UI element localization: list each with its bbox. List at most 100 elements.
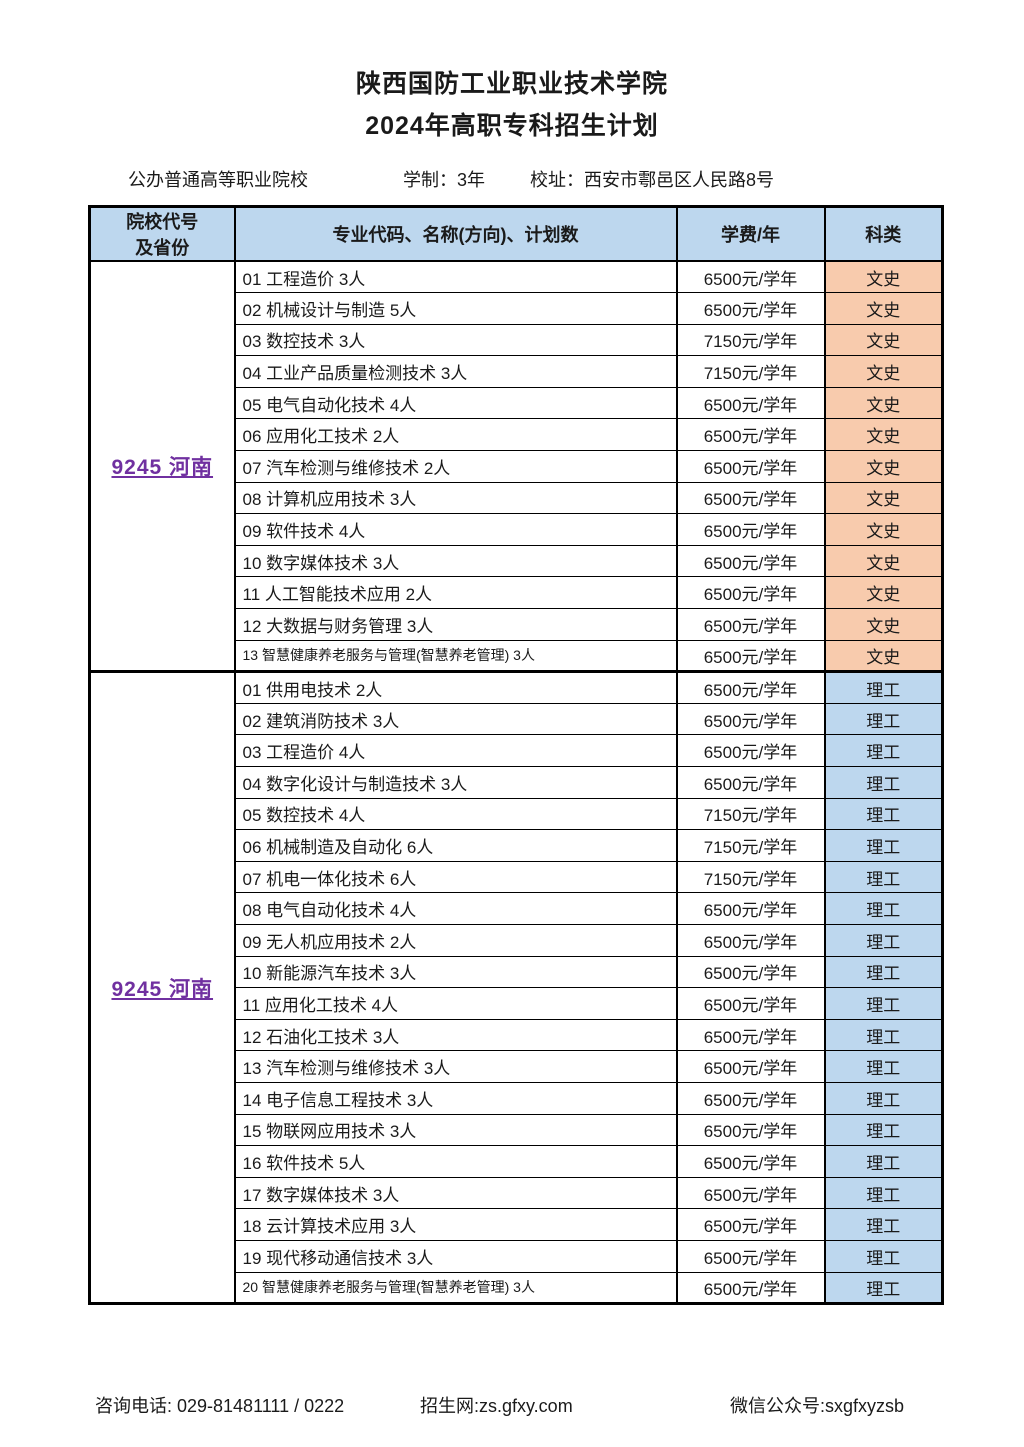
enrollment-plan-table: 院校代号 及省份 专业代码、名称(方向)、计划数 学费/年 科类 9245 河南…	[88, 205, 944, 1306]
table-row: 13 汽车检测与维修技术 3人 6500元/学年 理工	[90, 1050, 944, 1083]
category-cell: 文史	[823, 576, 944, 610]
table-row: 06 应用化工技术 2人 6500元/学年 文史	[90, 418, 944, 452]
tuition-cell: 7150元/学年	[675, 355, 826, 388]
major-cell: 18 云计算技术应用 3人	[233, 1208, 678, 1241]
table-row: 9245 河南 01 供用电技术 2人 6500元/学年 理工	[88, 670, 944, 1305]
header-category: 科类	[823, 206, 944, 262]
table-row: 17 数字媒体技术 3人 6500元/学年 理工	[90, 1176, 944, 1210]
category-cell: 理工	[823, 987, 944, 1020]
section-ligong: 9245 河南 01 供用电技术 2人 6500元/学年 理工 02 建筑消防技术 3人…	[88, 670, 944, 1305]
tuition-cell: 6500元/学年	[675, 386, 826, 420]
major-cell: 03 数控技术 3人	[233, 323, 678, 357]
major-cell: 01 工程造价 3人	[233, 260, 678, 294]
tuition-cell: 6500元/学年	[675, 1239, 826, 1273]
tuition-cell: 6500元/学年	[675, 1145, 826, 1178]
tuition-cell: 6500元/学年	[675, 734, 826, 767]
category-cell: 理工	[823, 1145, 944, 1178]
tuition-cell: 7150元/学年	[675, 323, 826, 357]
table-row: 16 软件技术 5人 6500元/学年 理工	[90, 1145, 944, 1178]
major-cell: 10 新能源汽车技术 3人	[233, 955, 678, 989]
major-cell: 05 电气自动化技术 4人	[233, 386, 678, 420]
tuition-cell: 6500元/学年	[675, 670, 826, 704]
tuition-cell: 6500元/学年	[675, 1081, 826, 1115]
tuition-cell: 7150元/学年	[675, 829, 826, 862]
category-cell: 理工	[823, 1208, 944, 1241]
category-cell: 文史	[823, 513, 944, 546]
college-code-label: 9245 河南	[111, 456, 214, 480]
category-cell: 文史	[823, 608, 944, 641]
tuition-cell: 6500元/学年	[675, 923, 826, 957]
category-cell: 理工	[823, 955, 944, 989]
table-row: 04 数字化设计与制造技术 3人 6500元/学年 理工	[90, 766, 944, 799]
table-row: 20 智慧健康养老服务与管理(智慧养老管理) 3人 6500元/学年 理工	[90, 1271, 944, 1305]
table-header-row: 院校代号 及省份 专业代码、名称(方向)、计划数 学费/年 科类	[88, 206, 944, 262]
major-cell: 13 汽车检测与维修技术 3人	[233, 1050, 678, 1083]
header-college-code-line2: 及省份	[135, 238, 190, 258]
footer: 咨询电话: 029-81481111 / 0222 招生网:zs.gfxy.co…	[0, 1392, 1024, 1420]
tuition-cell: 6500元/学年	[675, 1271, 826, 1305]
major-cell: 09 软件技术 4人	[233, 513, 678, 546]
category-cell: 文史	[823, 639, 944, 673]
tuition-cell: 6500元/学年	[675, 260, 826, 294]
admissions-website-label: 招生网:zs.gfxy.com	[420, 1396, 573, 1416]
tuition-cell: 6500元/学年	[675, 1018, 826, 1052]
major-cell: 02 建筑消防技术 3人	[233, 702, 678, 736]
table-row: 18 云计算技术应用 3人 6500元/学年 理工	[90, 1208, 944, 1241]
table-row: 9245 河南 01 工程造价 3人 6500元/学年 文史	[88, 260, 944, 673]
major-cell: 12 石油化工技术 3人	[233, 1018, 678, 1052]
category-cell: 理工	[823, 1239, 944, 1273]
major-cell: 14 电子信息工程技术 3人	[233, 1081, 678, 1115]
tuition-cell: 6500元/学年	[675, 608, 826, 641]
section-wenshi: 9245 河南 01 工程造价 3人 6500元/学年 文史 02 机械设计与制造 5人…	[88, 260, 944, 673]
table-row: 08 计算机应用技术 3人 6500元/学年 文史	[90, 481, 944, 515]
major-cell: 09 无人机应用技术 2人	[233, 923, 678, 957]
major-cell: 04 工业产品质量检测技术 3人	[233, 355, 678, 388]
category-cell: 文史	[823, 386, 944, 420]
major-cell: 07 机电一体化技术 6人	[233, 860, 678, 894]
header-college-code-line1: 院校代号	[126, 212, 199, 232]
category-cell: 理工	[823, 1081, 944, 1115]
table-row: 07 机电一体化技术 6人 7150元/学年 理工	[90, 860, 944, 894]
category-cell: 文史	[823, 450, 944, 483]
category-cell: 理工	[823, 797, 944, 831]
tuition-cell: 6500元/学年	[675, 955, 826, 989]
tuition-cell: 6500元/学年	[675, 576, 826, 610]
major-cell: 07 汽车检测与维修技术 2人	[233, 450, 678, 483]
category-cell: 理工	[823, 766, 944, 799]
table-row: 10 数字媒体技术 3人 6500元/学年 文史	[90, 544, 944, 578]
tuition-cell: 7150元/学年	[675, 860, 826, 894]
category-cell: 文史	[823, 418, 944, 452]
table-row: 08 电气自动化技术 4人 6500元/学年 理工	[90, 892, 944, 925]
major-cell: 10 数字媒体技术 3人	[233, 544, 678, 578]
header-college-code: 院校代号 及省份	[88, 206, 236, 262]
major-cell: 11 应用化工技术 4人	[233, 987, 678, 1020]
major-cell: 03 工程造价 4人	[233, 734, 678, 767]
college-code-cell: 9245 河南	[88, 260, 236, 673]
category-cell: 理工	[823, 829, 944, 862]
page-subtitle: 2024年高职专科招生计划	[365, 112, 659, 140]
table-row: 14 电子信息工程技术 3人 6500元/学年 理工	[90, 1081, 944, 1115]
major-cell: 08 电气自动化技术 4人	[233, 892, 678, 925]
tuition-cell: 6500元/学年	[675, 544, 826, 578]
page-title: 陕西国防工业职业技术学院	[355, 70, 668, 98]
table-row: 05 数控技术 4人 7150元/学年 理工	[90, 797, 944, 831]
category-cell: 文史	[823, 544, 944, 578]
category-cell: 理工	[823, 702, 944, 736]
major-cell: 12 大数据与财务管理 3人	[233, 608, 678, 641]
major-cell: 13 智慧健康养老服务与管理(智慧养老管理) 3人	[233, 639, 678, 673]
major-cell: 01 供用电技术 2人	[233, 670, 678, 704]
category-cell: 理工	[823, 1271, 944, 1305]
category-cell: 文史	[823, 481, 944, 515]
table-row: 02 建筑消防技术 3人 6500元/学年 理工	[90, 702, 944, 736]
major-cell: 15 物联网应用技术 3人	[233, 1113, 678, 1147]
table-row: 09 无人机应用技术 2人 6500元/学年 理工	[90, 923, 944, 957]
tuition-cell: 6500元/学年	[675, 418, 826, 452]
category-cell: 文史	[823, 260, 944, 294]
college-code-cell: 9245 河南	[88, 670, 236, 1305]
school-type-label: 公办普通高等职业院校	[128, 170, 308, 190]
study-duration-label: 学制：3年	[403, 170, 486, 190]
college-code-label: 9245 河南	[111, 977, 214, 1001]
tuition-cell: 6500元/学年	[675, 1176, 826, 1210]
header-tuition: 学费/年	[675, 206, 826, 262]
